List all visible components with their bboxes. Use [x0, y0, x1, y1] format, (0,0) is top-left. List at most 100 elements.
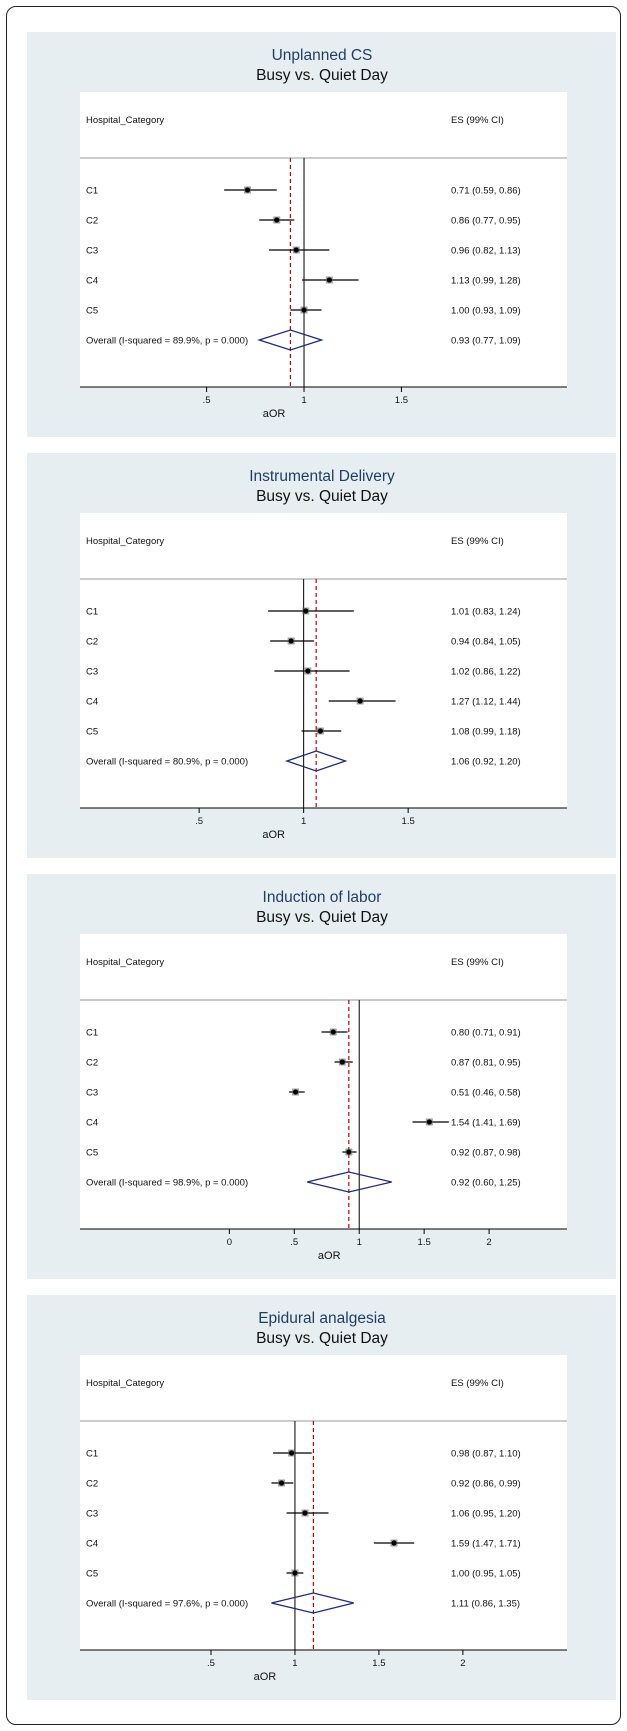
study-point	[293, 247, 299, 253]
study-point	[303, 608, 309, 614]
study-label: C5	[86, 306, 98, 317]
study-label: C5	[86, 727, 98, 738]
study-label: C2	[86, 637, 98, 648]
study-point	[339, 1059, 345, 1065]
right-header: ES (99% CI)	[451, 115, 504, 126]
panel-subtitle: Busy vs. Quiet Day	[256, 909, 388, 926]
right-header: ES (99% CI)	[451, 957, 504, 968]
study-es-text: 1.00 (0.93, 1.09)	[451, 306, 521, 317]
study-es-text: 0.92 (0.86, 0.99)	[451, 1479, 521, 1490]
study-es-text: 1.08 (0.99, 1.18)	[451, 727, 521, 738]
study-es-text: 0.87 (0.81, 0.95)	[451, 1058, 521, 1069]
x-tick-label: 1	[292, 1658, 297, 1669]
study-label: C2	[86, 1058, 98, 1069]
study-label: C1	[86, 1449, 98, 1460]
overall-es-text: 0.92 (0.60, 1.25)	[451, 1178, 521, 1189]
study-point	[292, 1570, 298, 1576]
study-point	[288, 638, 294, 644]
study-point	[357, 698, 363, 704]
overall-diamond	[271, 1592, 354, 1614]
study-point	[301, 307, 307, 313]
study-es-text: 0.80 (0.71, 0.91)	[451, 1028, 521, 1039]
study-label: C4	[86, 1118, 98, 1129]
plot-area	[80, 92, 567, 387]
right-header: ES (99% CI)	[451, 536, 504, 547]
study-es-text: 0.86 (0.77, 0.95)	[451, 216, 521, 227]
study-es-text: 1.01 (0.83, 1.24)	[451, 607, 521, 618]
panel-title: Unplanned CS	[272, 47, 373, 64]
forest-panel: Induction of labor Busy vs. Quiet Day Hosp…	[27, 874, 616, 1279]
study-label: C3	[86, 667, 98, 678]
left-header: Hospital_Category	[86, 536, 164, 547]
overall-diamond	[307, 1171, 392, 1193]
panel-subtitle: Busy vs. Quiet Day	[256, 67, 388, 84]
study-label: C5	[86, 1569, 98, 1580]
study-label: C3	[86, 246, 98, 257]
study-point	[278, 1480, 285, 1486]
x-tick-label: 1.5	[402, 816, 415, 827]
panel-subtitle: Busy vs. Quiet Day	[256, 1330, 388, 1347]
x-tick-label: 1	[301, 395, 306, 406]
study-point	[317, 728, 323, 734]
study-es-text: 1.00 (0.95, 1.05)	[451, 1569, 521, 1580]
right-header: ES (99% CI)	[451, 1378, 504, 1389]
x-tick-label: 2	[486, 1237, 491, 1248]
overall-es-text: 0.93 (0.77, 1.09)	[451, 336, 521, 347]
plot-area	[80, 513, 567, 808]
overall-diamond	[284, 750, 348, 772]
study-point	[330, 1029, 336, 1035]
study-point	[391, 1540, 397, 1546]
study-label: C4	[86, 1539, 98, 1550]
x-tick-label: 1.5	[372, 1658, 385, 1669]
study-es-text: 1.02 (0.86, 1.22)	[451, 667, 521, 678]
study-label: C3	[86, 1088, 98, 1099]
study-es-text: 0.71 (0.59, 0.86)	[451, 186, 521, 197]
study-label: C2	[86, 1479, 98, 1490]
study-es-text: 1.54 (1.41, 1.69)	[451, 1118, 521, 1129]
left-header: Hospital_Category	[86, 957, 164, 968]
forest-panel: Unplanned CS Busy vs. Quiet Day Hospital_C…	[27, 32, 616, 437]
study-es-text: 1.06 (0.95, 1.20)	[451, 1509, 521, 1520]
study-point	[302, 1510, 308, 1516]
study-es-text: 1.13 (0.99, 1.28)	[451, 276, 521, 287]
study-es-text: 0.51 (0.46, 0.58)	[451, 1088, 521, 1099]
x-axis-label: aOR	[254, 1671, 277, 1683]
study-label: C1	[86, 186, 98, 197]
x-tick-label: 2	[460, 1658, 465, 1669]
x-tick-label: .5	[203, 395, 211, 406]
study-point	[426, 1119, 432, 1125]
study-es-text: 1.27 (1.12, 1.44)	[451, 697, 521, 708]
study-label: C4	[86, 276, 98, 287]
left-header: Hospital_Category	[86, 1378, 164, 1389]
study-point	[288, 1450, 295, 1456]
study-es-text: 0.94 (0.84, 1.05)	[451, 637, 521, 648]
study-point	[305, 668, 311, 674]
study-es-text: 0.96 (0.82, 1.13)	[451, 246, 521, 257]
x-axis-label: aOR	[262, 829, 285, 841]
study-point	[274, 217, 280, 223]
x-tick-label: 0	[227, 1237, 232, 1248]
plot-area	[80, 934, 567, 1229]
overall-label: Overall (I-squared = 97.6%, p = 0.000)	[86, 1599, 248, 1610]
study-label: C4	[86, 697, 98, 708]
study-label: C5	[86, 1148, 98, 1159]
x-axis-label: aOR	[263, 408, 286, 420]
study-es-text: 0.92 (0.87, 0.98)	[451, 1148, 521, 1159]
x-tick-label: .5	[290, 1237, 298, 1248]
overall-es-text: 1.06 (0.92, 1.20)	[451, 757, 521, 768]
x-tick-label: 1.5	[395, 395, 408, 406]
study-point	[326, 277, 332, 283]
study-point	[346, 1149, 352, 1155]
forest-panel: Epidural analgesia Busy vs. Quiet Day Hosp…	[27, 1295, 616, 1700]
overall-label: Overall (I-squared = 98.9%, p = 0.000)	[86, 1178, 248, 1189]
overall-es-text: 1.11 (0.86, 1.35)	[451, 1599, 520, 1610]
study-label: C1	[86, 1028, 98, 1039]
x-tick-label: .5	[207, 1658, 215, 1669]
study-point	[292, 1089, 299, 1095]
x-axis-label: aOR	[318, 1250, 341, 1262]
panel-subtitle: Busy vs. Quiet Day	[256, 488, 388, 505]
x-tick-label: 1	[357, 1237, 362, 1248]
panel-title: Instrumental Delivery	[249, 468, 395, 485]
panel-title: Induction of labor	[263, 889, 382, 906]
